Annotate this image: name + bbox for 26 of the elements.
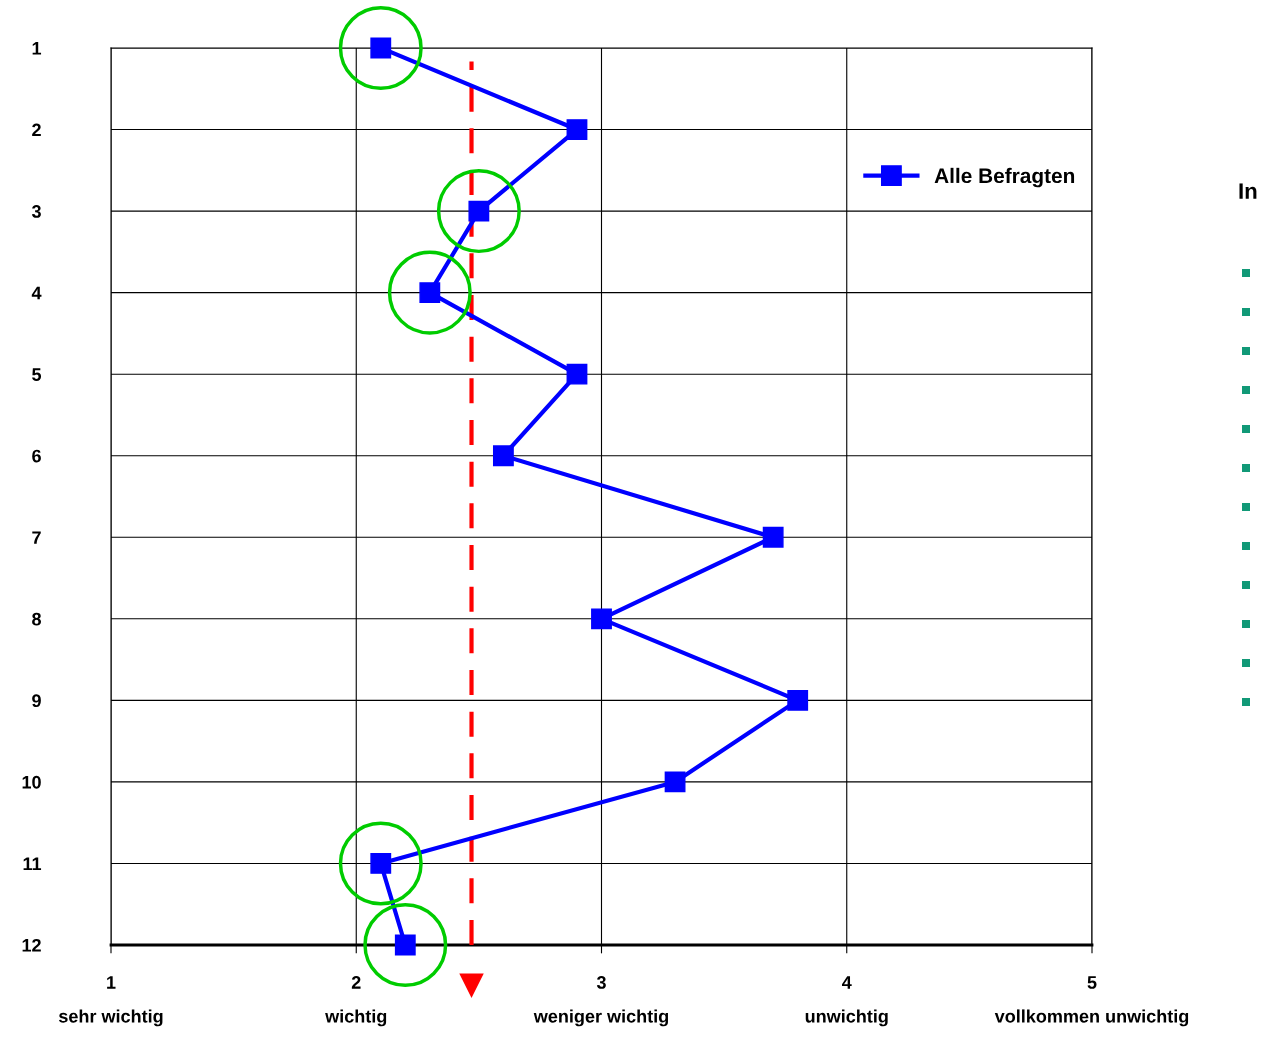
y-tick-label: 7: [32, 531, 41, 544]
legend-label: Alle Befragten: [934, 167, 1075, 188]
point: [566, 119, 588, 140]
y-tick-label: 8: [32, 612, 41, 626]
y-tick-label: 9: [32, 694, 41, 708]
point: [787, 689, 809, 711]
y-tick-label: 3: [31, 205, 41, 218]
y-tick-label: 12: [22, 938, 41, 952]
point: [492, 445, 514, 467]
x-tick-label: 3 weniger wichtig: [533, 976, 669, 1027]
point: [566, 363, 588, 385]
x-tick-label: 2 wichtig: [325, 976, 387, 1027]
y-tick-label: 2: [32, 123, 41, 137]
y-tick-label: 6: [32, 449, 41, 463]
x-tick-label: 5 vollkommen unwichtig: [994, 976, 1189, 1027]
point: [762, 526, 784, 548]
y-tick-label: 10: [22, 775, 41, 789]
y-tick-label: 4: [31, 286, 42, 300]
y-tick-label: 5: [32, 368, 42, 381]
y-tick-label: 1: [32, 42, 42, 55]
x-tick-label: 1 sehr wichtig: [58, 976, 163, 1027]
x-tick-label: 4 unwichtig: [805, 976, 888, 1027]
text: In: [1239, 183, 1257, 199]
point: [664, 771, 686, 793]
y-tick-label: 11: [23, 857, 42, 870]
point: [591, 608, 612, 630]
